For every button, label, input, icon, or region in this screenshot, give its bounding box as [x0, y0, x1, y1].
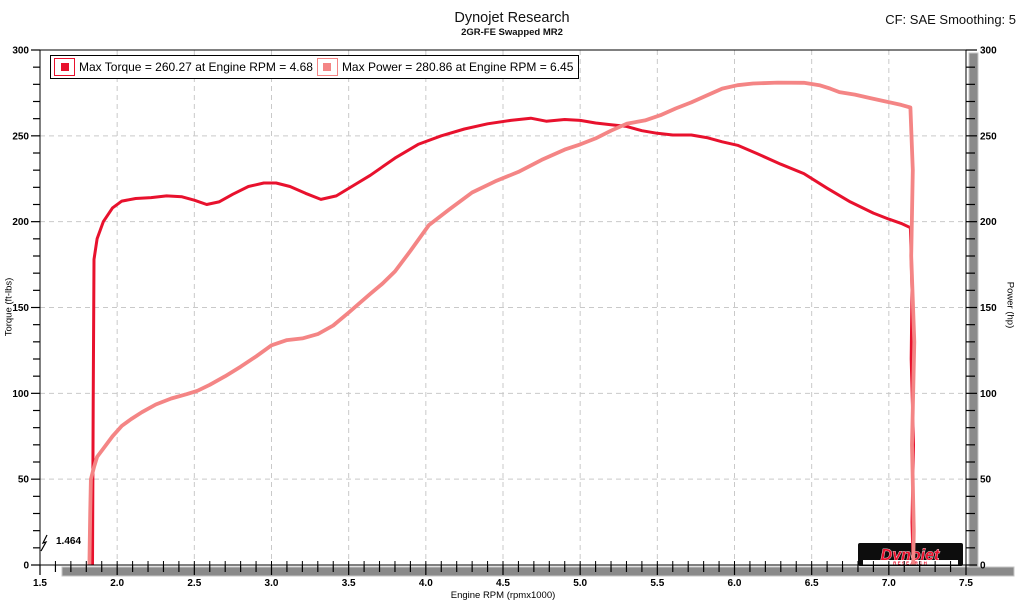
gridlines [40, 50, 966, 565]
axes [31, 49, 977, 575]
x-tick-label: 6.5 [805, 578, 819, 589]
max-torque-label: Max Torque = 260.27 at Engine RPM = 4.68 [79, 60, 313, 74]
y-tick-label-right: 200 [980, 217, 997, 228]
dynojet-logo-sub: R E S E A R C H [893, 561, 927, 566]
x-tick-label: 7.0 [882, 578, 896, 589]
legend: Max Torque = 260.27 at Engine RPM = 4.68… [50, 55, 580, 79]
vertical-scrollbar[interactable] [968, 52, 979, 568]
curves [87, 80, 917, 565]
page-subtitle: 2GR-FE Swapped MR2 [461, 27, 563, 38]
x-axis-title: Engine RPM (rpmx1000) [450, 590, 556, 601]
cursor-icon [40, 534, 48, 552]
plot-frame [39, 49, 967, 566]
y-tick-label-left: 0 [23, 561, 29, 572]
max-power-label: Max Power = 280.86 at Engine RPM = 6.45 [341, 60, 574, 74]
power-swatch-icon [316, 58, 338, 76]
y-tick-label-right: 300 [980, 46, 997, 57]
y-tick-label-left: 250 [12, 131, 29, 142]
torque-curve [91, 116, 915, 565]
x-tick-label: 7.5 [959, 578, 973, 589]
x-tick-label: 3.0 [265, 578, 279, 589]
left-axis-title: Torque (ft-lbs) [3, 277, 15, 337]
y-tick-label-right: 0 [980, 561, 986, 572]
power-curve [87, 80, 917, 565]
x-tick-label: 5.0 [573, 578, 587, 589]
right-axis-title: Power (hp) [1004, 281, 1016, 329]
y-tick-label-right: 100 [980, 389, 997, 400]
y-tick-label-left: 150 [12, 303, 29, 314]
y-tick-label-right: 250 [980, 131, 997, 142]
y-tick-label-left: 200 [12, 217, 29, 228]
horizontal-scrollbar[interactable] [61, 566, 1015, 577]
x-tick-label: 4.0 [419, 578, 433, 589]
dynojet-logo: Dynojet R E S E A R C H [858, 543, 963, 566]
x-tick-label: 2.5 [187, 578, 201, 589]
x-tick-label: 2.0 [110, 578, 124, 589]
x-tick-label: 3.5 [342, 578, 356, 589]
y-tick-label-right: 150 [980, 303, 997, 314]
x-tick-label: 5.5 [650, 578, 664, 589]
y-tick-label-right: 50 [980, 475, 992, 486]
smoothing-setting: CF: SAE Smoothing: 5 [885, 12, 1016, 27]
torque-swatch-icon [54, 58, 75, 76]
y-tick-label-left: 50 [18, 475, 30, 486]
y-tick-label-left: 100 [12, 389, 29, 400]
x-tick-label: 1.5 [33, 578, 47, 589]
cursor-readout: 1.464 [56, 536, 82, 547]
y-tick-label-left: 300 [12, 46, 29, 57]
x-tick-label: 4.5 [496, 578, 510, 589]
x-tick-label: 6.0 [728, 578, 742, 589]
tick-labels: 0 0 50 50 100 100 150 150 200 200 250 250 300 300 1.5 2… [12, 46, 997, 590]
dynojet-logo-brand: Dynojet [881, 547, 940, 564]
page-title: Dynojet Research [454, 10, 570, 26]
